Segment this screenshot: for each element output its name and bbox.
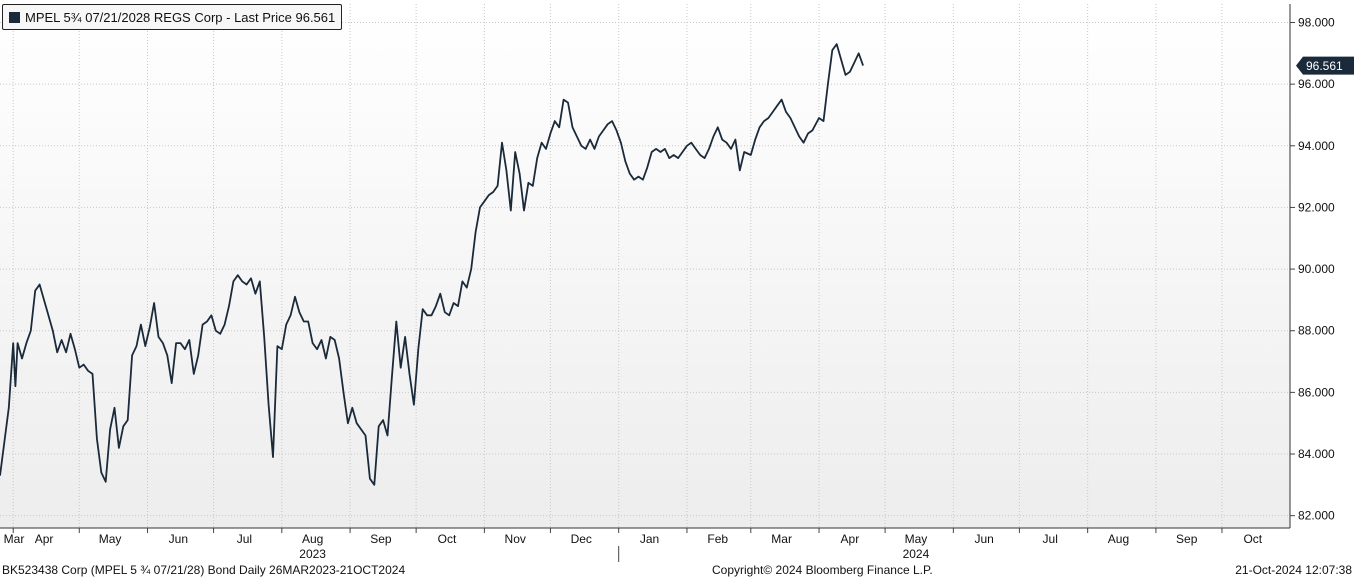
last-price-label: 96.561 [1306, 59, 1343, 73]
y-tick-label: 86.000 [1298, 385, 1335, 399]
x-month-label: Aug [302, 532, 323, 546]
x-month-label: Dec [571, 532, 592, 546]
x-month-label: Oct [1243, 532, 1262, 546]
y-tick-label: 88.000 [1298, 324, 1335, 338]
x-month-label: Jul [1043, 532, 1058, 546]
x-month-label: Sep [1176, 532, 1198, 546]
x-year-label: 2023 [299, 547, 326, 561]
x-month-label: May [905, 532, 928, 546]
chart-legend: MPEL 5¾ 07/21/2028 REGS Corp - Last Pric… [2, 4, 343, 30]
x-month-label: Aug [1108, 532, 1129, 546]
legend-swatch [9, 11, 20, 23]
y-tick-label: 82.000 [1298, 509, 1335, 523]
x-month-label: Nov [505, 532, 526, 546]
x-month-label: May [99, 532, 122, 546]
x-month-label: Feb [707, 532, 728, 546]
x-month-label: Sep [370, 532, 392, 546]
y-tick-label: 90.000 [1298, 262, 1335, 276]
x-month-label: Apr [841, 532, 860, 546]
footer-copyright: Copyright© 2024 Bloomberg Finance L.P. [712, 563, 933, 577]
x-month-label: Oct [438, 532, 457, 546]
y-tick-label: 92.000 [1298, 200, 1335, 214]
x-month-label: Jul [237, 532, 252, 546]
x-month-label: Mar [4, 532, 25, 546]
footer-timestamp: 21-Oct-2024 12:07:38 [1235, 563, 1352, 577]
y-tick-label: 94.000 [1298, 139, 1335, 153]
price-line [0, 43, 864, 486]
y-tick-label: 98.000 [1298, 15, 1335, 29]
x-month-label: Jun [169, 532, 188, 546]
x-month-label: Apr [35, 532, 54, 546]
footer-security-info: BK523438 Corp (MPEL 5 ¾ 07/21/28) Bond D… [2, 563, 406, 577]
x-month-label: Jun [974, 532, 993, 546]
x-month-label: Jan [640, 532, 659, 546]
x-month-label: Mar [771, 532, 792, 546]
legend-text: MPEL 5¾ 07/21/2028 REGS Corp - Last Pric… [25, 9, 336, 25]
plot-background [0, 4, 1290, 528]
y-tick-label: 96.000 [1298, 77, 1335, 91]
y-tick-label: 84.000 [1298, 447, 1335, 461]
last-price-tag [1296, 56, 1354, 75]
x-year-label: 2024 [903, 547, 930, 561]
